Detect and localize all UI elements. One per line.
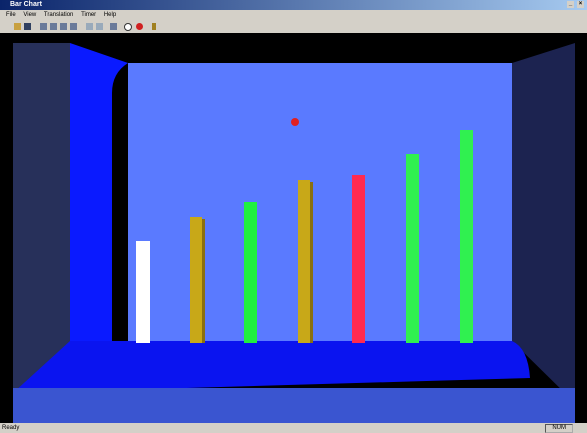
minimize-button[interactable]: _: [567, 1, 574, 8]
title-bar: Bar Chart _ ×: [0, 0, 587, 10]
back-wall: [128, 63, 512, 341]
curtain: [70, 43, 128, 353]
left-wall: [13, 43, 70, 423]
save-button[interactable]: [24, 23, 31, 30]
bar: [460, 130, 473, 343]
menu-item[interactable]: View: [23, 12, 37, 18]
zoom-in-button[interactable]: [86, 23, 93, 30]
status-text: Ready: [2, 425, 20, 431]
menu-item[interactable]: Timer: [81, 12, 97, 18]
timer-button[interactable]: [124, 23, 132, 31]
view-button[interactable]: [110, 23, 117, 30]
bar-side: [202, 219, 205, 343]
open-button[interactable]: [14, 23, 21, 30]
bar: [190, 217, 202, 343]
floor: [13, 341, 530, 393]
status-bar: Ready NUM: [0, 423, 587, 433]
bar: [298, 180, 310, 343]
menu-item[interactable]: Translation: [43, 12, 74, 18]
stop-button[interactable]: [136, 23, 143, 30]
help-button[interactable]: [152, 23, 156, 30]
menu-item[interactable]: File: [6, 12, 16, 18]
right-button[interactable]: [70, 23, 77, 30]
bar: [244, 202, 257, 343]
ball: [291, 118, 299, 126]
zoom-out-button[interactable]: [96, 23, 103, 30]
menu-bar: File View Translation Timer Help: [0, 10, 587, 20]
left-button[interactable]: [60, 23, 67, 30]
bar: [406, 154, 419, 343]
close-button[interactable]: ×: [577, 1, 584, 8]
bars: [136, 130, 473, 343]
floor-front: [13, 388, 575, 423]
right-wall: [512, 43, 575, 403]
window-title: Bar Chart: [10, 1, 42, 8]
menu-item[interactable]: Help: [103, 12, 117, 18]
toolbar: [0, 20, 587, 34]
bar-side: [310, 182, 313, 343]
bar: [352, 175, 365, 343]
down-button[interactable]: [50, 23, 57, 30]
num-indicator: NUM: [545, 424, 573, 433]
scene: [0, 33, 587, 423]
bar: [136, 241, 150, 343]
up-button[interactable]: [40, 23, 47, 30]
